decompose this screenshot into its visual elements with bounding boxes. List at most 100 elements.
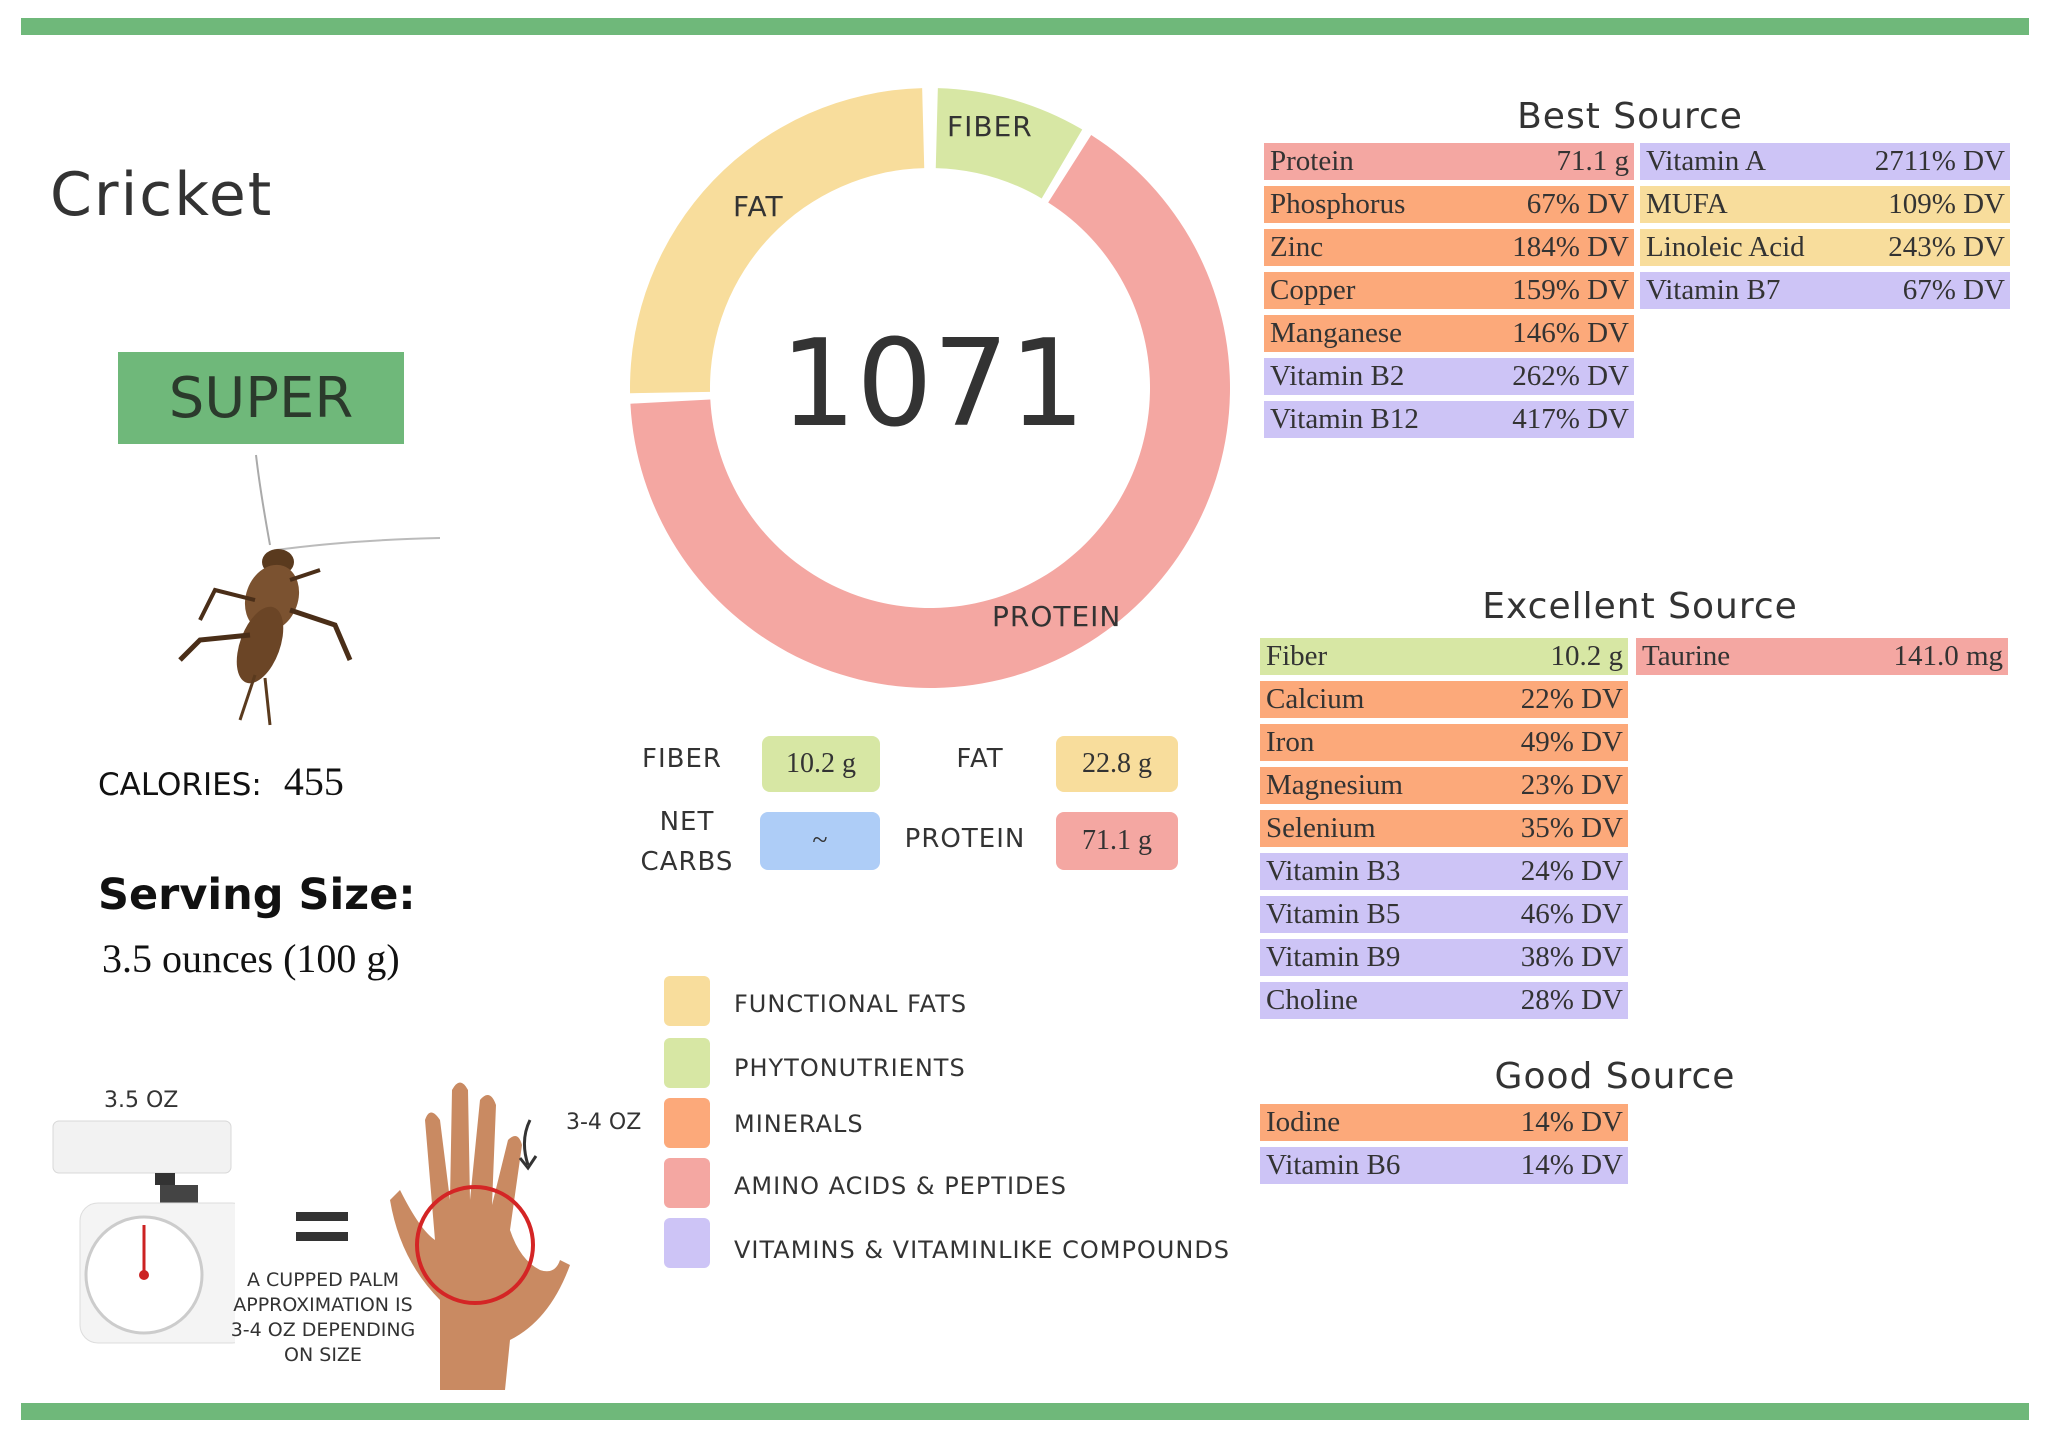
equals-text: = — [0, 0, 1, 1]
calorie-donut — [630, 88, 1230, 689]
nutrient-value: 24% DV — [1520, 855, 1623, 887]
donut-label-fiber: FIBER — [947, 110, 1033, 143]
legend-label-fats: FUNCTIONAL FATS — [734, 990, 968, 1018]
legend-swatch-amino — [664, 1158, 710, 1208]
nutrient-value: 22% DV — [1520, 683, 1623, 715]
nutrient-name: Vitamin B2 — [1270, 360, 1405, 392]
calories-value: 455 — [283, 759, 344, 804]
serving-value: 3.5 ounces (100 g) — [102, 936, 400, 981]
nutrient-row: Manganese 146% DV — [1264, 315, 1634, 352]
nutrient-name: Vitamin B5 — [1266, 898, 1401, 930]
nutrient-value: 2711% DV — [1874, 145, 2005, 177]
nutrient-name: Vitamin B3 — [1266, 855, 1401, 887]
nutrient-name: Vitamin B9 — [1266, 941, 1401, 973]
palm-caption: A CUPPED PALM APPROXIMATION IS 3-4 OZ DE… — [212, 1268, 434, 1368]
nutrient-name: Zinc — [1270, 231, 1324, 263]
nutrient-name: Vitamin B6 — [1266, 1149, 1401, 1181]
nutrient-value: 417% DV — [1512, 403, 1629, 435]
nutrient-name: Vitamin B12 — [1270, 403, 1419, 435]
palm-caption-3: 3-4 OZ DEPENDING — [230, 1319, 416, 1341]
nutrient-value: 71.1 g — [1556, 145, 1630, 177]
nutrient-row: MUFA 109% DV — [1640, 186, 2010, 223]
nutrient-name: Magnesium — [1266, 769, 1403, 801]
nutrient-row: Magnesium 23% DV — [1260, 767, 1628, 804]
nutrient-row: Taurine 141.0 mg — [1636, 638, 2008, 675]
nutrient-row: Vitamin A 2711% DV — [1640, 143, 2010, 180]
protein-value: 71.1 g — [1056, 812, 1178, 870]
nutrient-row: Vitamin B3 24% DV — [1260, 853, 1628, 890]
fiber-label: FIBER — [642, 744, 722, 774]
legend-label-amino: AMINO ACIDS & PEPTIDES — [734, 1172, 1067, 1200]
nutrient-row: Vitamin B7 67% DV — [1640, 272, 2010, 309]
food-name: Cricket — [50, 160, 274, 230]
legend-swatch-fats — [664, 976, 710, 1026]
palm-caption-1: A CUPPED PALM — [246, 1269, 400, 1291]
nutrient-name: Copper — [1270, 274, 1356, 306]
scale-image — [52, 1120, 235, 1344]
nutrient-row: Zinc 184% DV — [1264, 229, 1634, 266]
nutrient-value: 10.2 g — [1550, 640, 1624, 672]
nutrient-name: Vitamin A — [1646, 145, 1766, 177]
legend-label-phyto: PHYTONUTRIENTS — [734, 1054, 966, 1082]
legend-swatch-vitamins — [664, 1218, 710, 1268]
nutrient-row: Vitamin B2 262% DV — [1264, 358, 1634, 395]
nutrient-row: Vitamin B12 417% DV — [1264, 401, 1634, 438]
nutrient-value: 67% DV — [1902, 274, 2005, 306]
fiber-value: 10.2 g — [762, 736, 880, 792]
donut-segment-fiber — [935, 88, 1083, 199]
nutrient-name: Manganese — [1270, 317, 1403, 349]
nutrient-name: Protein — [1270, 145, 1354, 177]
cricket-image — [178, 454, 441, 726]
nutrient-row: Calcium 22% DV — [1260, 681, 1628, 718]
nutrient-name: Vitamin B7 — [1646, 274, 1781, 306]
netcarbs-label-1: NET — [659, 807, 715, 837]
netcarbs-value: ~ — [760, 812, 880, 870]
nutrient-value: 38% DV — [1520, 941, 1623, 973]
nutrient-row: Fiber 10.2 g — [1260, 638, 1628, 675]
top-bar — [21, 18, 2029, 35]
nutrient-value: 146% DV — [1512, 317, 1629, 349]
nutrient-row: Selenium 35% DV — [1260, 810, 1628, 847]
rating-badge: SUPER — [118, 352, 404, 444]
hand-image — [390, 1082, 570, 1390]
legend-label-minerals: MINERALS — [734, 1110, 864, 1138]
calories: CALORIES: 455 — [98, 758, 344, 805]
donut-center-value: 1071 — [780, 315, 1086, 454]
equals-sign-bottom — [296, 1232, 348, 1241]
fat-label: FAT — [956, 744, 1004, 774]
nutrient-value: 14% DV — [1520, 1149, 1623, 1181]
hand-label: 3-4 OZ — [566, 1110, 642, 1135]
best-source-title: Best Source — [1517, 96, 1743, 137]
donut-segment-fat — [630, 88, 925, 394]
bottom-bar — [21, 1403, 2029, 1420]
nutrient-value: 141.0 mg — [1893, 640, 2003, 672]
nutrient-value: 14% DV — [1520, 1106, 1623, 1138]
nutrient-name: Iron — [1266, 726, 1315, 758]
nutrient-name: Fiber — [1266, 640, 1328, 672]
nutrient-row: Vitamin B5 46% DV — [1260, 896, 1628, 933]
good-source-title: Good Source — [1494, 1056, 1736, 1097]
donut-label-protein: PROTEIN — [992, 600, 1122, 633]
nutrient-value: 23% DV — [1520, 769, 1623, 801]
nutrient-name: Selenium — [1266, 812, 1376, 844]
nutrient-name: Choline — [1266, 984, 1358, 1016]
netcarbs-label: NET CARBS — [632, 802, 742, 882]
legend-label-vitamins: VITAMINS & VITAMINLIKE COMPOUNDS — [734, 1236, 1231, 1264]
palm-caption-4: ON SIZE — [284, 1344, 362, 1366]
nutrient-row: Iodine 14% DV — [1260, 1104, 1628, 1141]
scale-label: 3.5 OZ — [104, 1088, 179, 1113]
calories-label: CALORIES: — [98, 767, 262, 803]
donut-label-fat: FAT — [733, 190, 784, 223]
nutrient-value: 35% DV — [1520, 812, 1623, 844]
nutrient-value: 49% DV — [1520, 726, 1623, 758]
nutrient-name: Calcium — [1266, 683, 1365, 715]
nutrient-value: 243% DV — [1888, 231, 2005, 263]
nutrient-value: 46% DV — [1520, 898, 1623, 930]
legend-swatch-minerals — [664, 1098, 710, 1148]
serving-title: Serving Size: — [98, 870, 416, 920]
nutrient-value: 184% DV — [1512, 231, 1629, 263]
nutrient-row: Vitamin B9 38% DV — [1260, 939, 1628, 976]
fat-value: 22.8 g — [1056, 736, 1178, 792]
nutrient-row: Linoleic Acid 243% DV — [1640, 229, 2010, 266]
nutrient-value: 159% DV — [1512, 274, 1629, 306]
